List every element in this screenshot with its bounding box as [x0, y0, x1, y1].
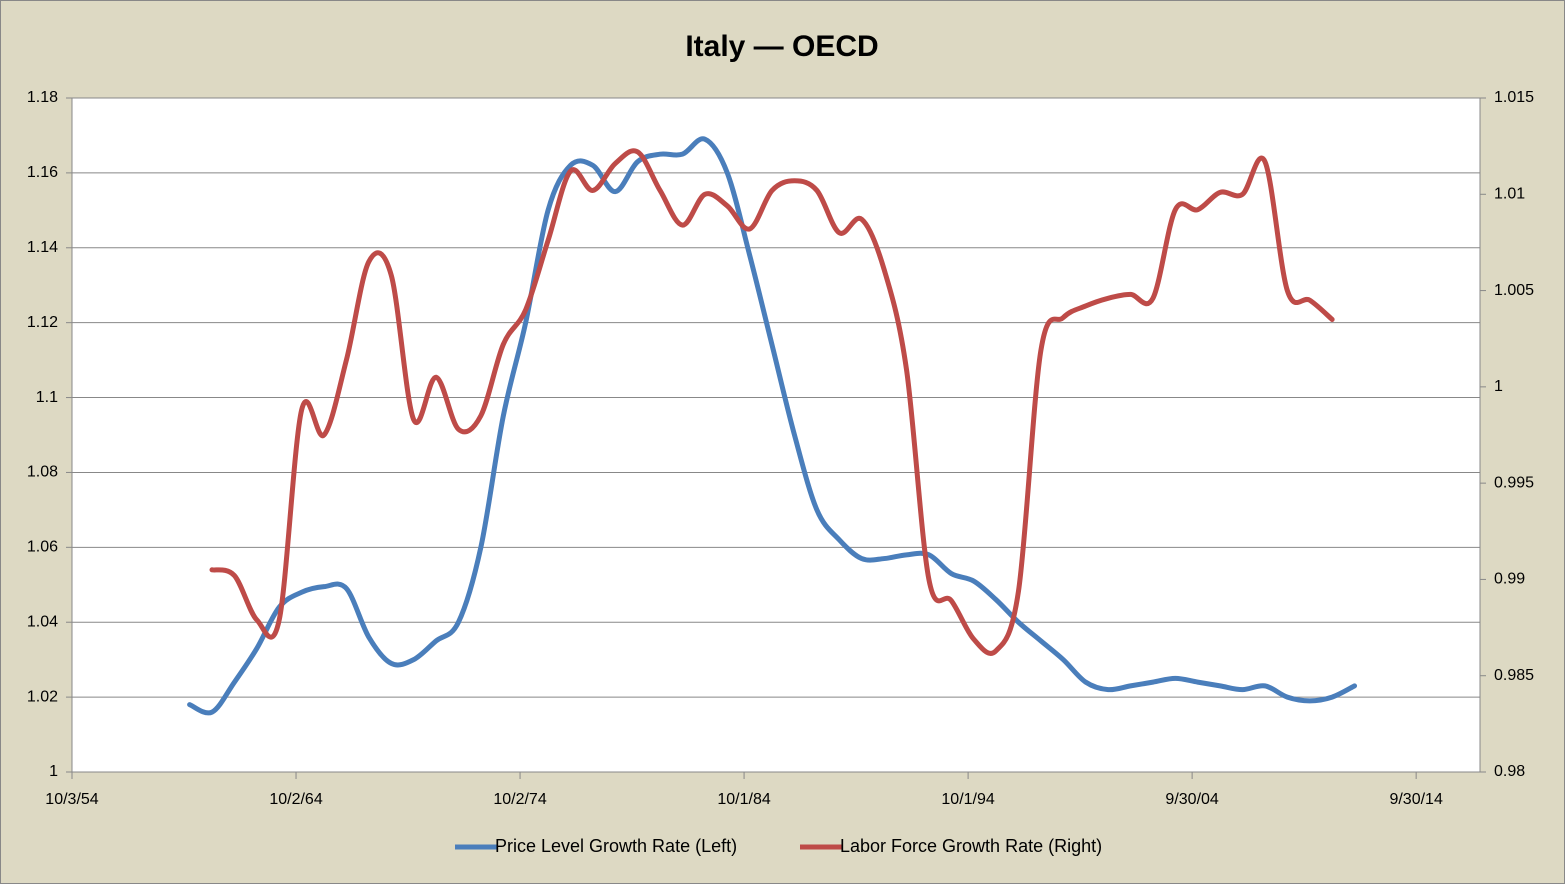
x-tick-label: 10/1/84	[717, 791, 770, 808]
series-line	[187, 136, 1358, 716]
y2-tick-label: 1.015	[1494, 89, 1534, 106]
chart-title: Italy — OECD	[685, 30, 878, 63]
y-tick-label: 1.06	[27, 539, 58, 556]
y-tick-label: 1.12	[27, 314, 58, 331]
x-tick-label: 9/30/04	[1165, 791, 1218, 808]
x-tick-label: 10/3/54	[45, 791, 98, 808]
x-tick-label: 10/2/74	[493, 791, 546, 808]
x-tick-label: 10/1/94	[941, 791, 994, 808]
y2-tick-label: 0.98	[1494, 763, 1525, 780]
y-tick-label: 1.02	[27, 688, 58, 705]
y-tick-label: 1.08	[27, 464, 58, 481]
series-line	[209, 148, 1335, 656]
y2-tick-label: 1.005	[1494, 282, 1534, 299]
legend-label: Labor Force Growth Rate (Right)	[840, 836, 1102, 856]
y-tick-label: 1.18	[27, 89, 58, 106]
plot-area	[72, 98, 1480, 772]
legend-label: Price Level Growth Rate (Left)	[495, 836, 737, 856]
x-tick-label: 9/30/14	[1389, 791, 1442, 808]
x-tick-label: 10/2/64	[269, 791, 322, 808]
y-tick-label: 1.16	[27, 164, 58, 181]
y-tick-label: 1.14	[27, 239, 58, 256]
y-tick-label: 1.04	[27, 613, 58, 630]
y2-tick-label: 0.985	[1494, 667, 1534, 684]
y-tick-label: 1	[49, 763, 58, 780]
y2-tick-label: 0.99	[1494, 571, 1525, 588]
y-tick-label: 1.1	[36, 389, 58, 406]
y2-tick-label: 1	[1494, 378, 1503, 395]
y2-tick-label: 0.995	[1494, 474, 1534, 491]
y2-tick-label: 1.01	[1494, 186, 1525, 203]
